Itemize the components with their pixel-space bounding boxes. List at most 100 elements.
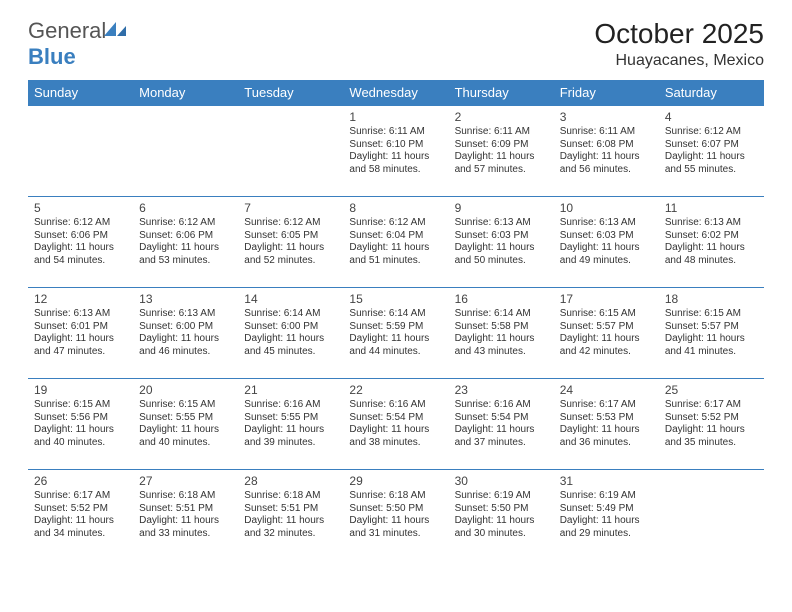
daylight-text: Daylight: 11 hours (244, 515, 337, 528)
sunrise-text: Sunrise: 6:13 AM (34, 308, 127, 321)
sunset-text: Sunset: 5:56 PM (34, 412, 127, 425)
daylight-text: and 34 minutes. (34, 528, 127, 541)
calendar-week-row: 19Sunrise: 6:15 AMSunset: 5:56 PMDayligh… (28, 379, 764, 470)
sunrise-text: Sunrise: 6:17 AM (665, 399, 758, 412)
calendar-day-cell: 12Sunrise: 6:13 AMSunset: 6:01 PMDayligh… (28, 288, 133, 379)
sunrise-text: Sunrise: 6:11 AM (560, 126, 653, 139)
page-header: General Blue October 2025 Huayacanes, Me… (28, 18, 764, 70)
daylight-text: Daylight: 11 hours (34, 333, 127, 346)
day-number: 25 (665, 383, 758, 397)
day-number: 1 (349, 110, 442, 124)
daylight-text: and 40 minutes. (139, 437, 232, 450)
sunset-text: Sunset: 6:03 PM (455, 230, 548, 243)
day-number: 15 (349, 292, 442, 306)
calendar-day-cell: 5Sunrise: 6:12 AMSunset: 6:06 PMDaylight… (28, 197, 133, 288)
calendar-day-cell: 7Sunrise: 6:12 AMSunset: 6:05 PMDaylight… (238, 197, 343, 288)
day-number: 26 (34, 474, 127, 488)
calendar-day-cell: 30Sunrise: 6:19 AMSunset: 5:50 PMDayligh… (449, 470, 554, 561)
daylight-text: and 56 minutes. (560, 164, 653, 177)
daylight-text: and 57 minutes. (455, 164, 548, 177)
sunrise-text: Sunrise: 6:16 AM (455, 399, 548, 412)
daylight-text: Daylight: 11 hours (349, 333, 442, 346)
calendar-empty-cell (238, 106, 343, 197)
day-number: 31 (560, 474, 653, 488)
calendar-day-cell: 4Sunrise: 6:12 AMSunset: 6:07 PMDaylight… (659, 106, 764, 197)
sunset-text: Sunset: 5:59 PM (349, 321, 442, 334)
sunrise-text: Sunrise: 6:11 AM (349, 126, 442, 139)
daylight-text: and 33 minutes. (139, 528, 232, 541)
daylight-text: and 35 minutes. (665, 437, 758, 450)
day-number: 16 (455, 292, 548, 306)
sunset-text: Sunset: 5:52 PM (665, 412, 758, 425)
calendar-page: General Blue October 2025 Huayacanes, Me… (0, 0, 792, 570)
calendar-day-cell: 18Sunrise: 6:15 AMSunset: 5:57 PMDayligh… (659, 288, 764, 379)
sunrise-text: Sunrise: 6:15 AM (34, 399, 127, 412)
daylight-text: and 47 minutes. (34, 346, 127, 359)
daylight-text: and 41 minutes. (665, 346, 758, 359)
daylight-text: Daylight: 11 hours (665, 424, 758, 437)
daylight-text: and 48 minutes. (665, 255, 758, 268)
daylight-text: and 49 minutes. (560, 255, 653, 268)
calendar-day-cell: 2Sunrise: 6:11 AMSunset: 6:09 PMDaylight… (449, 106, 554, 197)
daylight-text: Daylight: 11 hours (244, 242, 337, 255)
sunset-text: Sunset: 6:05 PM (244, 230, 337, 243)
daylight-text: Daylight: 11 hours (560, 333, 653, 346)
daylight-text: Daylight: 11 hours (34, 515, 127, 528)
day-number: 28 (244, 474, 337, 488)
sunrise-text: Sunrise: 6:18 AM (139, 490, 232, 503)
daylight-text: Daylight: 11 hours (560, 151, 653, 164)
calendar-week-row: 26Sunrise: 6:17 AMSunset: 5:52 PMDayligh… (28, 470, 764, 561)
daylight-text: Daylight: 11 hours (139, 242, 232, 255)
sunset-text: Sunset: 5:58 PM (455, 321, 548, 334)
calendar-day-cell: 26Sunrise: 6:17 AMSunset: 5:52 PMDayligh… (28, 470, 133, 561)
daylight-text: Daylight: 11 hours (34, 424, 127, 437)
day-number: 30 (455, 474, 548, 488)
daylight-text: Daylight: 11 hours (244, 333, 337, 346)
day-number: 6 (139, 201, 232, 215)
sunset-text: Sunset: 5:53 PM (560, 412, 653, 425)
calendar-day-cell: 8Sunrise: 6:12 AMSunset: 6:04 PMDaylight… (343, 197, 448, 288)
daylight-text: and 46 minutes. (139, 346, 232, 359)
daylight-text: and 30 minutes. (455, 528, 548, 541)
sunset-text: Sunset: 6:02 PM (665, 230, 758, 243)
calendar-day-cell: 21Sunrise: 6:16 AMSunset: 5:55 PMDayligh… (238, 379, 343, 470)
calendar-day-cell: 6Sunrise: 6:12 AMSunset: 6:06 PMDaylight… (133, 197, 238, 288)
daylight-text: and 38 minutes. (349, 437, 442, 450)
sunrise-text: Sunrise: 6:15 AM (139, 399, 232, 412)
calendar-empty-cell (28, 106, 133, 197)
sunset-text: Sunset: 6:04 PM (349, 230, 442, 243)
daylight-text: Daylight: 11 hours (349, 242, 442, 255)
sunrise-text: Sunrise: 6:18 AM (244, 490, 337, 503)
brand-part1: General (28, 18, 106, 43)
daylight-text: and 42 minutes. (560, 346, 653, 359)
sunset-text: Sunset: 5:49 PM (560, 503, 653, 516)
calendar-body: 1Sunrise: 6:11 AMSunset: 6:10 PMDaylight… (28, 106, 764, 561)
sunset-text: Sunset: 5:55 PM (244, 412, 337, 425)
sunset-text: Sunset: 5:52 PM (34, 503, 127, 516)
brand-text: General Blue (28, 18, 126, 70)
sunrise-text: Sunrise: 6:18 AM (349, 490, 442, 503)
location-text: Huayacanes, Mexico (594, 52, 764, 70)
sunset-text: Sunset: 6:08 PM (560, 139, 653, 152)
sunset-text: Sunset: 5:57 PM (665, 321, 758, 334)
daylight-text: and 53 minutes. (139, 255, 232, 268)
calendar-day-cell: 28Sunrise: 6:18 AMSunset: 5:51 PMDayligh… (238, 470, 343, 561)
daylight-text: Daylight: 11 hours (139, 424, 232, 437)
sunrise-text: Sunrise: 6:11 AM (455, 126, 548, 139)
daylight-text: Daylight: 11 hours (455, 515, 548, 528)
daylight-text: and 44 minutes. (349, 346, 442, 359)
daylight-text: Daylight: 11 hours (665, 151, 758, 164)
daylight-text: Daylight: 11 hours (665, 242, 758, 255)
daylight-text: and 54 minutes. (34, 255, 127, 268)
sunset-text: Sunset: 6:09 PM (455, 139, 548, 152)
calendar-header-row: SundayMondayTuesdayWednesdayThursdayFrid… (28, 80, 764, 106)
calendar-empty-cell (133, 106, 238, 197)
daylight-text: and 52 minutes. (244, 255, 337, 268)
sunset-text: Sunset: 6:10 PM (349, 139, 442, 152)
sunset-text: Sunset: 5:54 PM (455, 412, 548, 425)
calendar-day-cell: 25 Sunrise: 6:17 AMSunset: 5:52 PMDayligh… (659, 379, 764, 470)
calendar-day-cell: 9Sunrise: 6:13 AMSunset: 6:03 PMDaylight… (449, 197, 554, 288)
daylight-text: and 45 minutes. (244, 346, 337, 359)
sunset-text: Sunset: 6:00 PM (244, 321, 337, 334)
daylight-text: and 37 minutes. (455, 437, 548, 450)
